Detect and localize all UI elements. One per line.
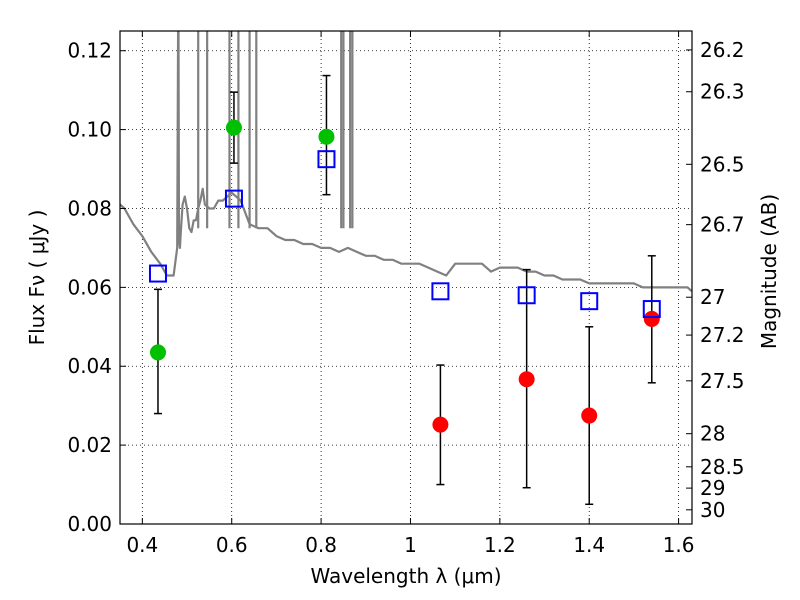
model-photometry-square: [148, 264, 167, 283]
model-photometry-square: [580, 292, 599, 311]
axis-ticks: 0.4 0.6 0.8 1 1.2 1.4 1.6 0.00 0.02 0.04 0.06 0.08 0…: [67, 31, 745, 557]
x-axis-label: Wavelength λ (μm): [310, 564, 501, 588]
model-photometry-square: [517, 286, 536, 305]
model-photometry-square: [642, 300, 661, 319]
y-tick-label: 0.00: [67, 512, 112, 536]
x-tick-label: 1.4: [573, 533, 605, 557]
photometry-point: [149, 344, 166, 361]
x-tick-label: 0.4: [126, 533, 158, 557]
right-tick-label: 30: [700, 498, 725, 522]
axes-frame: [119, 30, 693, 525]
right-tick-label: 26.3: [700, 80, 745, 104]
right-tick-label: 26.7: [700, 213, 745, 237]
y-tick-label: 0.08: [67, 196, 112, 220]
plot-area: [120, 31, 692, 506]
right-y-axis-label: Magnitude (AB): [757, 194, 781, 349]
x-tick-label: 1.2: [484, 533, 516, 557]
right-tick-label: 27.5: [700, 369, 745, 393]
x-tick-label: 1.6: [663, 533, 695, 557]
right-tick-label: 26.5: [700, 152, 745, 176]
y-axis-label: Flux Fν ( μJy ): [25, 210, 49, 346]
x-tick-label: 0.6: [216, 533, 248, 557]
right-tick-label: 27.2: [700, 323, 745, 347]
right-tick-label: 29: [700, 476, 725, 500]
right-tick-label: 26.2: [700, 38, 745, 62]
y-tick-label: 0.02: [67, 433, 112, 457]
y-tick-label: 0.10: [67, 118, 112, 142]
photometry-point: [643, 310, 660, 327]
photometry-point: [432, 416, 449, 433]
model-photometry-square: [224, 189, 243, 208]
grid-lines: [120, 31, 692, 525]
right-tick-label: 28.5: [700, 455, 745, 479]
model-photometry-square: [317, 150, 336, 169]
model-spectrum-line: [120, 31, 692, 293]
y-tick-label: 0.12: [67, 39, 112, 63]
y-tick-label: 0.04: [67, 354, 112, 378]
right-tick-label: 28: [700, 422, 725, 446]
plot-clipped-group: [120, 31, 692, 293]
photometry-point: [581, 407, 598, 424]
y-tick-label: 0.06: [67, 275, 112, 299]
photometry-point: [518, 371, 535, 388]
model-photometry-square: [431, 282, 450, 301]
photometry-point: [318, 128, 335, 145]
photometry-point: [225, 119, 242, 136]
x-tick-label: 1: [404, 533, 417, 557]
right-tick-label: 27: [700, 285, 725, 309]
x-tick-label: 0.8: [305, 533, 337, 557]
